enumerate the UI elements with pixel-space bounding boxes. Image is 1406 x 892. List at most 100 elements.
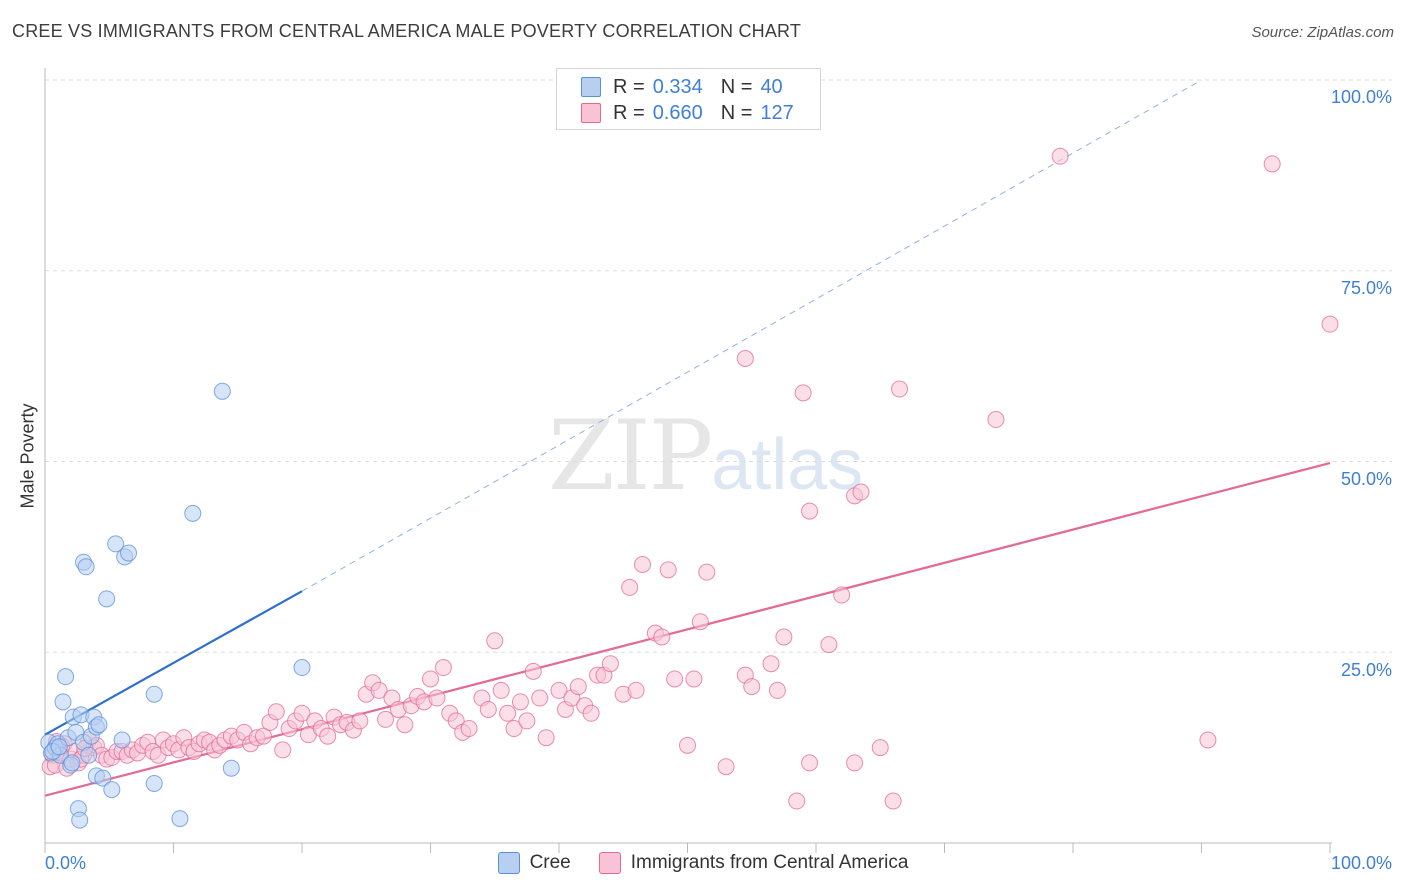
- cree-trend-extension: [301, 79, 1202, 592]
- y-tick-label: 50.0%: [1341, 469, 1392, 489]
- legend-r-value: 0.660: [652, 101, 703, 124]
- central-america-point: [1263, 155, 1281, 173]
- legend-n-label: N =: [720, 75, 753, 98]
- cree-point: [98, 590, 116, 608]
- watermark: ZIPatlas: [548, 400, 863, 512]
- central-america-point: [884, 792, 902, 810]
- watermark-atlas: atlas: [711, 425, 864, 505]
- cree-point: [171, 810, 189, 828]
- central-america-point: [621, 578, 639, 596]
- legend-label-cree: Cree: [529, 852, 571, 873]
- cree-point: [94, 769, 112, 787]
- central-america-point: [377, 710, 395, 728]
- central-america-point: [518, 712, 536, 730]
- x-tick-label: 100.0%: [1331, 853, 1392, 873]
- central-america-point: [801, 502, 819, 520]
- central-america-point: [267, 703, 285, 721]
- y-tick-label: 75.0%: [1341, 278, 1392, 298]
- cree-point: [107, 535, 125, 553]
- x-tick-label: 0.0%: [45, 853, 86, 873]
- legend-item-cree[interactable]: Cree: [497, 852, 571, 874]
- central-america-point: [891, 380, 909, 398]
- central-america-point: [698, 563, 716, 581]
- stats-legend: R = 0.334 N = 40 R = 0.660 N = 127: [556, 68, 821, 130]
- cree-point: [63, 754, 81, 772]
- cree-point: [50, 738, 68, 756]
- central-america-point: [685, 670, 703, 688]
- central-america-point: [428, 689, 446, 707]
- central-america-point: [524, 662, 542, 680]
- cree-point: [113, 731, 131, 749]
- central-america-point: [1199, 731, 1217, 749]
- tick-labels: 100.0% 75.0% 50.0% 25.0% 0.0% 100.0%: [45, 87, 1392, 873]
- legend-swatch-central-america: [581, 103, 601, 123]
- cree-point: [54, 693, 72, 711]
- legend-swatch-cree: [581, 77, 601, 97]
- legend-r-value: 0.334: [652, 75, 703, 98]
- cree-point: [145, 685, 163, 703]
- cree-point: [57, 668, 75, 686]
- central-america-point: [846, 754, 864, 772]
- central-america-point: [659, 561, 677, 579]
- cree-point: [145, 774, 163, 792]
- central-america-point: [987, 411, 1005, 429]
- grid-lines: [45, 79, 1392, 653]
- central-america-point: [499, 704, 517, 722]
- data-points: [40, 147, 1339, 829]
- legend-row-cree: R = 0.334 N = 40: [581, 74, 783, 100]
- source-label: Source: ZipAtlas.com: [1251, 24, 1394, 41]
- cree-point: [71, 811, 89, 829]
- central-america-point: [762, 655, 780, 673]
- chart-title: CREE VS IMMIGRANTS FROM CENTRAL AMERICA …: [12, 21, 802, 41]
- legend-row-central-america: R = 0.660 N = 127: [581, 100, 794, 126]
- central-america-point: [293, 704, 311, 722]
- legend-label-central-america: Immigrants from Central America: [630, 852, 909, 873]
- cree-point: [80, 746, 98, 764]
- central-america-point: [666, 670, 684, 688]
- central-america-point: [794, 384, 812, 402]
- central-america-point: [1051, 147, 1069, 165]
- central-america-point: [511, 693, 529, 711]
- legend-n-value: 127: [760, 101, 794, 124]
- y-tick-label: 25.0%: [1341, 660, 1392, 680]
- legend-r-label: R =: [613, 75, 645, 98]
- central-america-point: [801, 754, 819, 772]
- central-america-point: [653, 628, 671, 646]
- central-america-point: [717, 758, 735, 776]
- central-america-point: [254, 727, 272, 745]
- central-america-point: [537, 729, 555, 747]
- legend-swatch-cree: [497, 852, 520, 874]
- central-america-point: [691, 613, 709, 631]
- central-america-point: [833, 586, 851, 604]
- legend-item-central-america[interactable]: Immigrants from Central America: [598, 852, 909, 874]
- legend-n-label: N =: [720, 101, 753, 124]
- central-america-point: [550, 681, 568, 699]
- central-america-point: [396, 716, 414, 734]
- central-america-point: [634, 556, 652, 574]
- central-america-point: [531, 689, 549, 707]
- axes: [44, 68, 1332, 853]
- legend-n-value: 40: [760, 75, 783, 98]
- central-america-point: [627, 681, 645, 699]
- central-america-point: [434, 659, 452, 677]
- cree-point: [293, 659, 311, 677]
- cree-point: [222, 759, 240, 777]
- central-america-point: [820, 636, 838, 654]
- cree-point: [120, 544, 138, 562]
- central-america-point: [351, 712, 369, 730]
- cree-point: [213, 382, 231, 400]
- central-america-point: [492, 681, 510, 699]
- central-america-point: [370, 681, 388, 699]
- watermark-zip: ZIP: [548, 400, 713, 512]
- central-america-point: [852, 483, 870, 501]
- legend-swatch-central-america: [598, 852, 621, 874]
- y-axis-label: Male Poverty: [17, 403, 38, 509]
- central-america-point: [569, 678, 587, 696]
- trend-lines: [44, 79, 1331, 797]
- legend-r-label: R =: [613, 101, 645, 124]
- cree-point: [77, 558, 95, 576]
- central-america-point: [274, 741, 292, 759]
- cree-point: [184, 504, 202, 522]
- central-america-point: [505, 720, 523, 738]
- central-america-point: [788, 792, 806, 810]
